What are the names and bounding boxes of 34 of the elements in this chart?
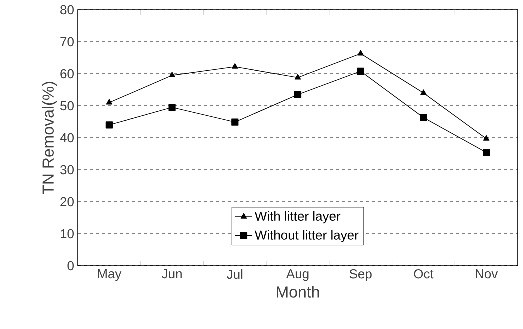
x-tick-label: Jul: [227, 270, 243, 280]
y-tick-label: 10: [61, 229, 74, 239]
x-tick-label: May: [98, 270, 122, 282]
point: [357, 68, 364, 75]
point: [420, 90, 427, 96]
point: [294, 91, 302, 98]
x-tick-label: Aug: [286, 270, 309, 282]
point: [420, 114, 428, 122]
x-tick-label: Sep: [350, 270, 372, 282]
point: [232, 118, 239, 126]
y-tick-label: 0: [68, 261, 74, 271]
point: [106, 122, 113, 129]
y-tick-label: 70: [60, 37, 74, 47]
point: [358, 50, 364, 56]
x-tick-label: Oct: [414, 270, 434, 279]
point: [168, 104, 176, 112]
y-axis-title: TN Removal(%): [42, 82, 58, 195]
y-tick-label: 40: [60, 133, 74, 143]
legend-label: Without litter layer: [254, 230, 359, 243]
x-tick-label: Jun: [162, 270, 182, 279]
y-tick-label: 30: [60, 165, 74, 175]
y-tick-label: 50: [60, 101, 74, 111]
x-axis-title: Month: [277, 286, 320, 298]
point: [294, 74, 302, 80]
y-tick-label: 80: [60, 5, 74, 15]
point: [106, 99, 113, 105]
point: [232, 63, 238, 69]
legend-label: With litter layer: [254, 211, 341, 224]
x-tick-label: Nov: [476, 270, 498, 279]
point: [483, 149, 490, 156]
point: [169, 72, 176, 78]
y-tick-label: 60: [60, 69, 74, 79]
y-tick-label: 20: [60, 197, 74, 207]
point: [483, 135, 490, 141]
